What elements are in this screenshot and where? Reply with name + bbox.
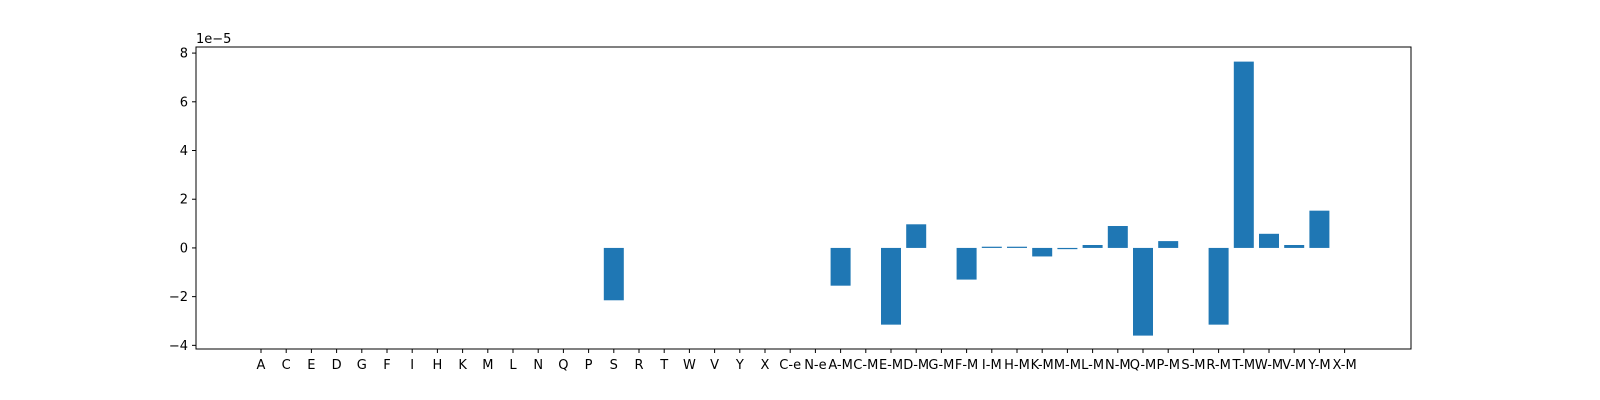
y-tick-label: −4 [169, 339, 188, 354]
x-tick-label-R: R [634, 358, 643, 373]
x-tick-label-A-M: A-M [828, 358, 853, 373]
x-tick-label-C-e: C-e [779, 358, 801, 373]
x-tick-label-H-M: H-M [1004, 358, 1030, 373]
x-tick-label-Q-M: Q-M [1130, 358, 1157, 373]
y-axis: −4 −2 0 2 4 6 8 [169, 47, 196, 354]
bar-Q-M [1133, 247, 1153, 336]
y-tick-label: 4 [180, 144, 188, 159]
x-tick-label-F-M: F-M [955, 358, 978, 373]
x-tick-label-F: F [383, 358, 390, 373]
x-tick-label-N: N [533, 358, 543, 373]
bar-I-M [981, 246, 1002, 248]
bar-T-M [1233, 61, 1254, 248]
x-tick-label-N-M: N-M [1105, 358, 1131, 373]
x-tick-label-Y: Y [735, 358, 744, 373]
x-tick-label-E-M: E-M [879, 358, 903, 373]
bar-D-M [906, 224, 927, 248]
x-tick-label-C-M: C-M [853, 358, 878, 373]
x-tick-label-M-M: M-M [1054, 358, 1081, 373]
bar-E-M [881, 247, 901, 325]
x-axis: A C E D G F I H K M L N Q P S R T W V Y X C-e N-e A-M C-M E-M D-M G… [257, 349, 1357, 373]
x-tick-label-X-M: X-M [1333, 358, 1357, 373]
bar-H-M [1007, 246, 1027, 248]
y-tick-label: 0 [180, 241, 188, 256]
x-tick-label-S-M: S-M [1181, 358, 1205, 373]
x-tick-label-G: G [357, 358, 367, 373]
x-tick-label-T: T [659, 358, 668, 373]
y-tick-label: −2 [169, 290, 188, 305]
x-tick-label-M: M [482, 358, 493, 373]
bar-M-M [1057, 247, 1078, 250]
bar-N-M [1107, 226, 1128, 248]
x-tick-label-T-M: T-M [1231, 358, 1255, 373]
y-tick-label: 8 [180, 47, 188, 62]
bar-K-M [1032, 247, 1053, 257]
x-tick-label-I: I [410, 358, 414, 373]
x-tick-label-A: A [257, 358, 266, 373]
bar-S [603, 247, 624, 301]
x-tick-label-W-M: W-M [1255, 358, 1283, 373]
x-tick-label-W: W [683, 358, 696, 373]
plot-frame [195, 46, 1412, 350]
x-tick-label-R-M: R-M [1206, 358, 1230, 373]
bar-R-M [1208, 247, 1229, 325]
y-tick-label: 6 [180, 95, 188, 110]
x-tick-label-I-M: I-M [982, 358, 1002, 373]
x-tick-label-Q: Q [558, 358, 568, 373]
bar-V-M [1284, 245, 1305, 248]
y-scale-exponent-label: 1e−5 [196, 32, 231, 47]
y-tick-label: 2 [180, 193, 188, 208]
x-tick-label-K-M: K-M [1031, 358, 1054, 373]
x-tick-label-H: H [433, 358, 443, 373]
bar-L-M [1082, 245, 1103, 248]
x-tick-label-P-M: P-M [1156, 358, 1179, 373]
x-tick-label-V-M: V-M [1282, 358, 1306, 373]
x-tick-label-S: S [610, 358, 618, 373]
x-tick-label-P: P [585, 358, 593, 373]
x-tick-label-K: K [458, 358, 467, 373]
x-tick-label-Y-M: Y-M [1307, 358, 1330, 373]
bar-Y-M [1309, 210, 1330, 248]
x-tick-label-L-M: L-M [1081, 358, 1104, 373]
x-tick-label-C: C [282, 358, 291, 373]
bar-A-M [830, 247, 851, 286]
x-tick-label-G-M: G-M [928, 358, 954, 373]
x-tick-label-N-e: N-e [804, 358, 826, 373]
bars-group [603, 61, 1330, 336]
x-tick-label-V: V [710, 358, 719, 373]
x-tick-label-L: L [509, 358, 517, 373]
x-tick-label-D: D [332, 358, 342, 373]
x-tick-label-D-M: D-M [903, 358, 929, 373]
bar-P-M [1158, 241, 1179, 248]
bar-F-M [956, 247, 977, 280]
x-tick-label-E: E [307, 358, 315, 373]
bar-W-M [1259, 233, 1279, 248]
x-tick-label-X: X [761, 358, 770, 373]
